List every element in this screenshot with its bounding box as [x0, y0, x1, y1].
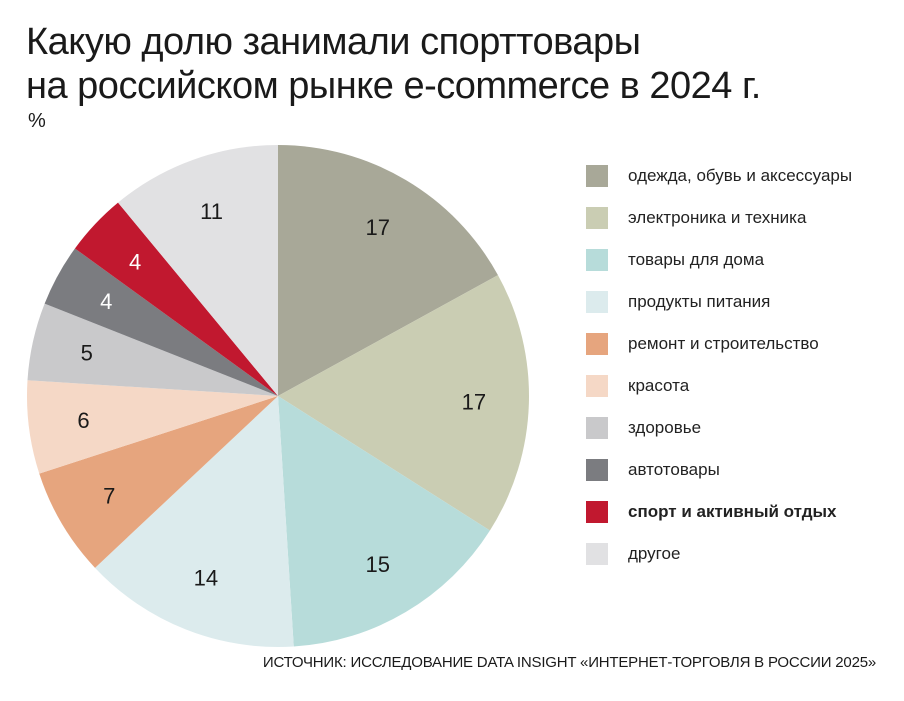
slice-value-label: 4	[100, 289, 112, 314]
pie-slice	[44, 248, 279, 396]
legend-swatch	[586, 459, 608, 481]
legend-item: автотовары	[586, 449, 852, 491]
legend-label: электроника и техника	[628, 208, 807, 227]
pie-slice	[39, 396, 278, 568]
slice-value-label: 6	[77, 408, 89, 433]
pie-slice	[26, 380, 278, 474]
pie-slice	[278, 275, 529, 531]
legend-swatch	[586, 165, 608, 187]
legend-item: товары для дома	[586, 239, 852, 281]
legend-swatch	[586, 543, 608, 565]
legend-label: здоровье	[628, 418, 702, 437]
slice-value-label: 4	[129, 249, 141, 274]
legend-label: одежда, обувь и аксессуары	[628, 166, 853, 185]
legend-item: здоровье	[586, 407, 852, 449]
source-note: ИСТОЧНИК: ИССЛЕДОВАНИЕ DATA INSIGHT «ИНТ…	[262, 654, 876, 671]
legend-swatch	[586, 501, 608, 523]
chart-title-line-2: на российском рынке e-commerce в 2024 г.	[26, 65, 761, 107]
pie-slice	[278, 396, 490, 647]
slice-value-label: 11	[200, 199, 223, 224]
pie-slice	[74, 202, 278, 396]
chart-title-line-1: Какую долю занимали спорттовары	[26, 21, 641, 63]
legend-item: ремонт и строительство	[586, 323, 852, 365]
pie-slice	[118, 145, 278, 396]
legend-item: другое	[586, 533, 852, 575]
slice-value-label: 7	[103, 483, 115, 508]
legend-item: красота	[586, 365, 852, 407]
legend-swatch	[586, 249, 608, 271]
legend-item: электроника и техника	[586, 197, 852, 239]
pie-slice	[27, 303, 279, 396]
legend-label: красота	[628, 376, 690, 395]
slice-value-label: 5	[81, 341, 93, 366]
unit-label: %	[28, 110, 46, 132]
pie-slice	[95, 396, 294, 647]
legend-swatch	[586, 375, 608, 397]
legend-swatch	[586, 333, 608, 355]
legend: одежда, обувь и аксессуары электроника и …	[586, 155, 852, 575]
legend-label: другое	[628, 544, 681, 563]
legend-swatch	[586, 291, 608, 313]
legend-label: продукты питания	[628, 292, 771, 311]
legend-label: товары для дома	[628, 250, 765, 269]
legend-label: ремонт и строительство	[628, 334, 819, 353]
legend-item: спорт и активный отдых	[586, 491, 852, 533]
legend-swatch	[586, 207, 608, 229]
legend-label: спорт и активный отдых	[628, 502, 837, 521]
slice-value-label: 17	[462, 390, 486, 415]
legend-label: автотовары	[628, 460, 720, 479]
slice-value-label: 15	[366, 552, 390, 577]
slice-value-label: 14	[194, 566, 218, 591]
chart-title: Какую долю занимали спорттовары на росси…	[26, 20, 761, 108]
legend-swatch	[586, 417, 608, 439]
legend-item: продукты питания	[586, 281, 852, 323]
pie-slice	[278, 145, 498, 396]
legend-item: одежда, обувь и аксессуары	[586, 155, 852, 197]
slice-value-label: 17	[366, 215, 390, 240]
